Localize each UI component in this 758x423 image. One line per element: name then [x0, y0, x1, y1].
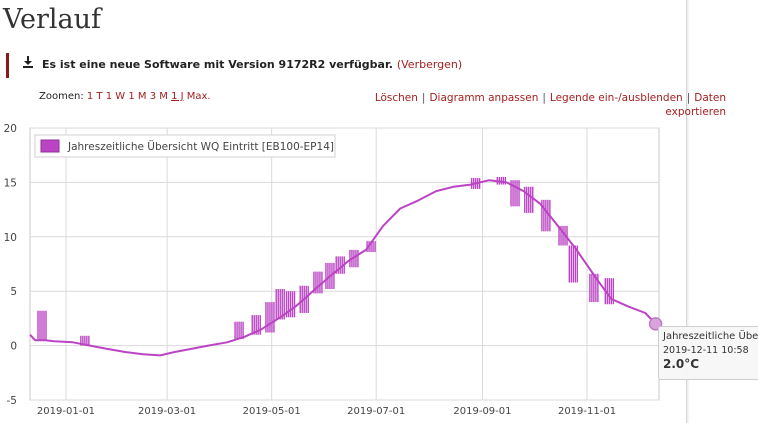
x-tick-label: 2019-07-01	[347, 406, 405, 417]
zoom-1-week[interactable]: 1 W	[105, 91, 126, 102]
x-tick-label: 2019-11-01	[558, 406, 616, 417]
zoom-3-months[interactable]: 3 M	[149, 91, 168, 102]
separator: |	[421, 92, 426, 104]
series-line	[29, 179, 657, 357]
y-tick-label: 15	[4, 177, 17, 189]
x-tick-label: 2019-01-01	[37, 406, 95, 417]
tooltip-date: 2019-12-11 10:58	[663, 345, 749, 356]
x-tick-label: 2019-05-01	[243, 406, 301, 417]
y-tick-label: 0	[10, 341, 17, 353]
temperature-chart[interactable]: -5 0 5 10 15 20 2019-01-01 2019-03-01 2019-05-01…	[0, 118, 686, 423]
chart-actions: Löschen | Diagramm anpassen | Legende ein-/a…	[366, 91, 726, 119]
chart-tooltip: Jahreszeitliche Übersicht WQ Eintritt [E…	[658, 326, 758, 380]
update-notice: Es ist eine neue Software mit Version 91…	[6, 53, 686, 78]
x-tick-label: 2019-03-01	[138, 406, 196, 417]
separator: |	[686, 92, 691, 104]
zoom-max[interactable]: Max.	[186, 91, 211, 102]
page-divider	[686, 0, 687, 423]
tooltip-value: 2.0°C	[663, 357, 700, 371]
zoom-1-month[interactable]: 1 M	[128, 91, 147, 102]
zoom-label: Zoomen:	[39, 91, 84, 102]
zoom-controls: Zoomen: 1 T 1 W 1 M 3 M 1 J Max.	[39, 91, 211, 102]
x-tick-label: 2019-09-01	[453, 406, 511, 417]
update-message-text: Es ist eine neue Software mit Version 91…	[42, 58, 393, 71]
separator: |	[542, 92, 546, 104]
y-tick-label: 5	[10, 286, 17, 298]
hide-notice-link[interactable]: (Verbergen)	[396, 58, 463, 71]
y-tick-label: -5	[7, 395, 17, 407]
clear-link[interactable]: Löschen	[374, 92, 418, 104]
page-title: Verlauf	[3, 4, 102, 35]
download-icon	[23, 56, 33, 68]
zoom-1-year[interactable]: 1 J	[171, 91, 184, 102]
legend-entry-label: Jahreszeitliche Übersicht WQ Eintritt [E…	[67, 140, 334, 153]
update-message: Es ist eine neue Software mit Version 91…	[42, 58, 462, 71]
tooltip-series-name: Jahreszeitliche Übersicht WQ Eintritt [E…	[663, 331, 758, 342]
zoom-1-day[interactable]: 1 T	[86, 91, 103, 102]
legend-swatch	[40, 139, 60, 153]
toggle-legend-link[interactable]: Legende ein-/ausblenden	[549, 92, 683, 104]
export-data-link[interactable]: Daten exportieren	[665, 92, 726, 118]
legend-box	[34, 134, 336, 158]
page-shadow	[687, 0, 690, 423]
customize-chart-link[interactable]: Diagramm anpassen	[429, 92, 539, 104]
y-tick-label: 20	[4, 123, 17, 135]
y-tick-label: 10	[4, 232, 17, 244]
